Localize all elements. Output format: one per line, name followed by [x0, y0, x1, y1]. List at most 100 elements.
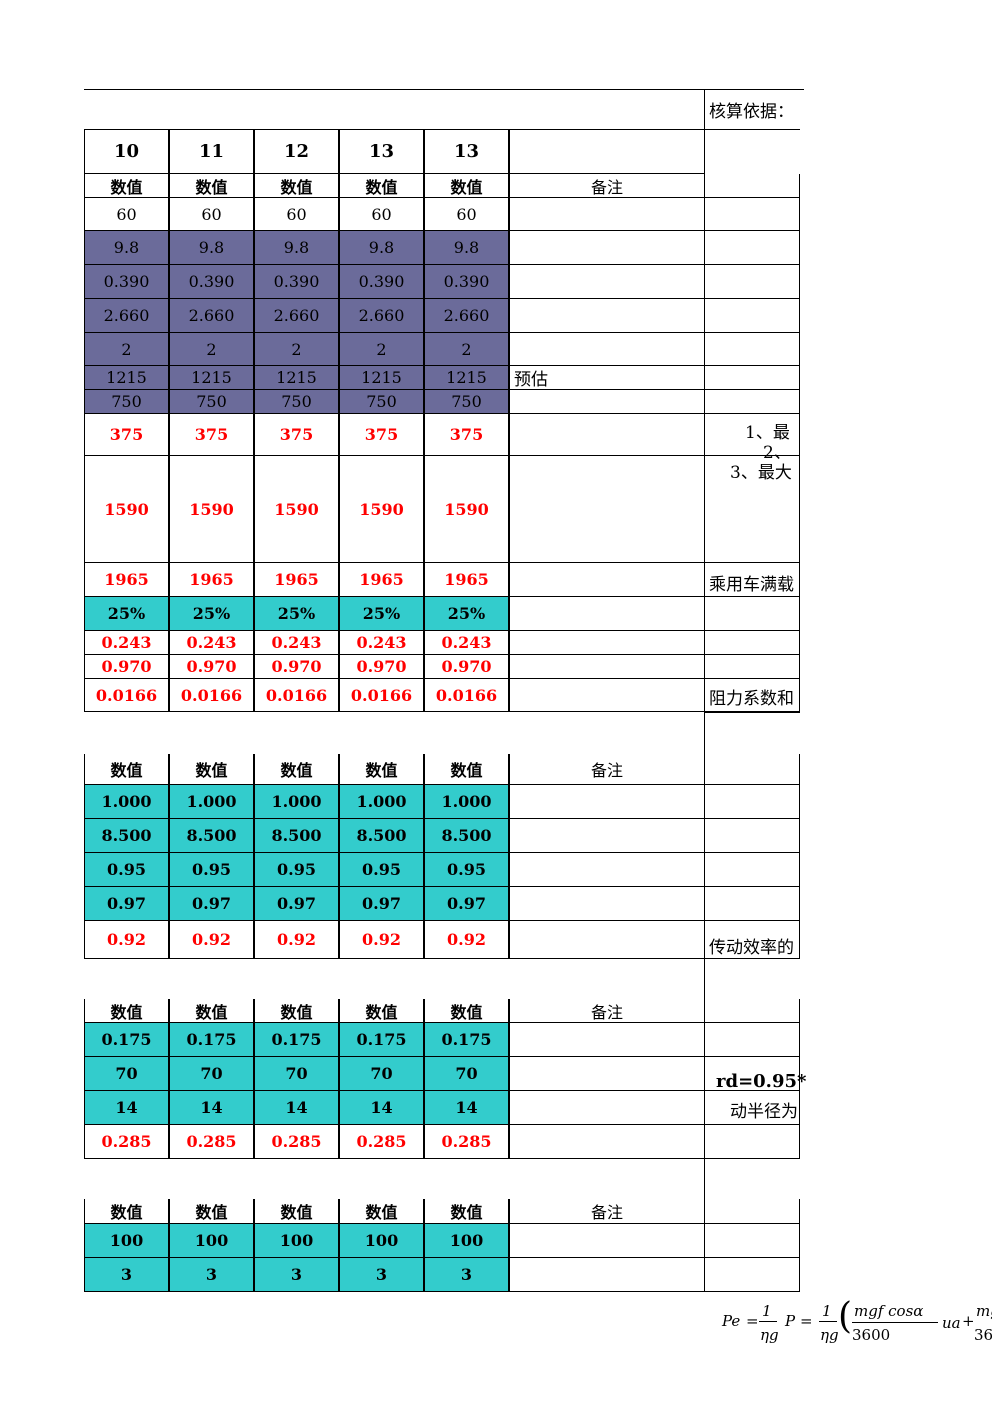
s1-cell[interactable]: 60: [169, 198, 254, 231]
s1-cell[interactable]: 25%: [254, 597, 339, 631]
s3-cell[interactable]: 14: [339, 1091, 424, 1125]
s1-cell[interactable]: 1590: [169, 456, 254, 563]
s2-cell[interactable]: 8.500: [339, 819, 424, 853]
s3-remark[interactable]: [509, 1091, 704, 1125]
s1-cell[interactable]: 750: [424, 390, 509, 414]
s1-cell[interactable]: 0.0166: [339, 679, 424, 712]
s1-cell[interactable]: 1215: [424, 366, 509, 390]
s1-cell[interactable]: 0.390: [169, 265, 254, 299]
s4-cell[interactable]: 3: [84, 1258, 169, 1292]
s1-cell[interactable]: 9.8: [424, 231, 509, 265]
s1-cell[interactable]: 60: [254, 198, 339, 231]
s1-cell[interactable]: 1215: [84, 366, 169, 390]
s1-cell[interactable]: 2.660: [339, 299, 424, 333]
s1-cell[interactable]: 2.660: [84, 299, 169, 333]
s2-cell[interactable]: 0.92: [339, 921, 424, 959]
s1-cell[interactable]: 9.8: [254, 231, 339, 265]
s2-cell[interactable]: 0.97: [339, 887, 424, 921]
s2-cell[interactable]: 0.95: [254, 853, 339, 887]
s1-remark[interactable]: [509, 456, 704, 563]
s1-cell[interactable]: 0.390: [254, 265, 339, 299]
s1-cell[interactable]: 25%: [424, 597, 509, 631]
s1-remark[interactable]: 预估: [509, 366, 704, 390]
s2-cell[interactable]: 0.95: [169, 853, 254, 887]
s1-cell[interactable]: 0.243: [339, 631, 424, 655]
s2-remark[interactable]: [509, 819, 704, 853]
s1-remark[interactable]: [509, 655, 704, 679]
s3-cell[interactable]: 70: [84, 1057, 169, 1091]
s1-cell[interactable]: 25%: [339, 597, 424, 631]
s3-remark[interactable]: [509, 1023, 704, 1057]
s1-cell[interactable]: 1215: [339, 366, 424, 390]
s2-remark[interactable]: [509, 921, 704, 959]
s2-cell[interactable]: 0.92: [169, 921, 254, 959]
s4-cell[interactable]: 100: [254, 1224, 339, 1258]
s3-cell[interactable]: 0.285: [339, 1125, 424, 1159]
s4-cell[interactable]: 3: [254, 1258, 339, 1292]
s2-cell[interactable]: 0.95: [424, 853, 509, 887]
s1-cell[interactable]: 750: [84, 390, 169, 414]
s1-cell[interactable]: 2: [254, 333, 339, 366]
s1-cell[interactable]: 375: [254, 414, 339, 456]
s1-cell[interactable]: 1215: [254, 366, 339, 390]
s3-cell[interactable]: 0.285: [169, 1125, 254, 1159]
s1-cell[interactable]: 0.970: [254, 655, 339, 679]
s3-cell[interactable]: 14: [424, 1091, 509, 1125]
s2-cell[interactable]: 1.000: [84, 785, 169, 819]
s3-cell[interactable]: 14: [254, 1091, 339, 1125]
s1-cell[interactable]: 0.970: [339, 655, 424, 679]
s1-cell[interactable]: 0.390: [84, 265, 169, 299]
s1-cell[interactable]: 0.390: [424, 265, 509, 299]
s1-cell[interactable]: 0.0166: [169, 679, 254, 712]
s4-cell[interactable]: 100: [169, 1224, 254, 1258]
s1-cell[interactable]: 1965: [84, 563, 169, 597]
s1-cell[interactable]: 25%: [84, 597, 169, 631]
s2-cell[interactable]: 1.000: [254, 785, 339, 819]
s3-cell[interactable]: 0.175: [254, 1023, 339, 1057]
s1-cell[interactable]: 375: [169, 414, 254, 456]
s1-cell[interactable]: 375: [84, 414, 169, 456]
s4-cell[interactable]: 100: [339, 1224, 424, 1258]
s1-cell[interactable]: 2: [169, 333, 254, 366]
s1-cell[interactable]: 750: [169, 390, 254, 414]
s1-remark[interactable]: [509, 597, 704, 631]
s4-cell[interactable]: 3: [169, 1258, 254, 1292]
s3-cell[interactable]: 70: [424, 1057, 509, 1091]
s3-cell[interactable]: 0.175: [84, 1023, 169, 1057]
s2-cell[interactable]: 1.000: [169, 785, 254, 819]
s2-cell[interactable]: 1.000: [424, 785, 509, 819]
s3-cell[interactable]: 14: [84, 1091, 169, 1125]
s4-remark[interactable]: [509, 1258, 704, 1292]
s3-cell[interactable]: 14: [169, 1091, 254, 1125]
s1-cell[interactable]: 0.0166: [84, 679, 169, 712]
s1-cell[interactable]: 9.8: [169, 231, 254, 265]
s1-cell[interactable]: 2: [339, 333, 424, 366]
s2-remark[interactable]: [509, 853, 704, 887]
s1-cell[interactable]: 750: [339, 390, 424, 414]
s1-cell[interactable]: 0.243: [424, 631, 509, 655]
s3-cell[interactable]: 0.285: [424, 1125, 509, 1159]
s1-cell[interactable]: 60: [84, 198, 169, 231]
s4-cell[interactable]: 3: [339, 1258, 424, 1292]
s3-remark[interactable]: [509, 1057, 704, 1091]
s1-remark[interactable]: [509, 563, 704, 597]
s4-cell[interactable]: 100: [424, 1224, 509, 1258]
s2-cell[interactable]: 0.97: [169, 887, 254, 921]
s2-cell[interactable]: 8.500: [254, 819, 339, 853]
s2-cell[interactable]: 0.95: [339, 853, 424, 887]
s2-cell[interactable]: 0.92: [424, 921, 509, 959]
s2-cell[interactable]: 0.95: [84, 853, 169, 887]
s1-cell[interactable]: 0.243: [254, 631, 339, 655]
s3-cell[interactable]: 70: [339, 1057, 424, 1091]
s1-cell[interactable]: 2: [84, 333, 169, 366]
s2-cell[interactable]: 1.000: [339, 785, 424, 819]
s1-cell[interactable]: 0.970: [424, 655, 509, 679]
s2-cell[interactable]: 8.500: [169, 819, 254, 853]
s4-cell[interactable]: 100: [84, 1224, 169, 1258]
s1-remark[interactable]: [509, 265, 704, 299]
s1-cell[interactable]: 1590: [84, 456, 169, 563]
s1-cell[interactable]: 1965: [169, 563, 254, 597]
s2-cell[interactable]: 0.92: [254, 921, 339, 959]
s2-cell[interactable]: 0.97: [84, 887, 169, 921]
s2-cell[interactable]: 0.97: [254, 887, 339, 921]
